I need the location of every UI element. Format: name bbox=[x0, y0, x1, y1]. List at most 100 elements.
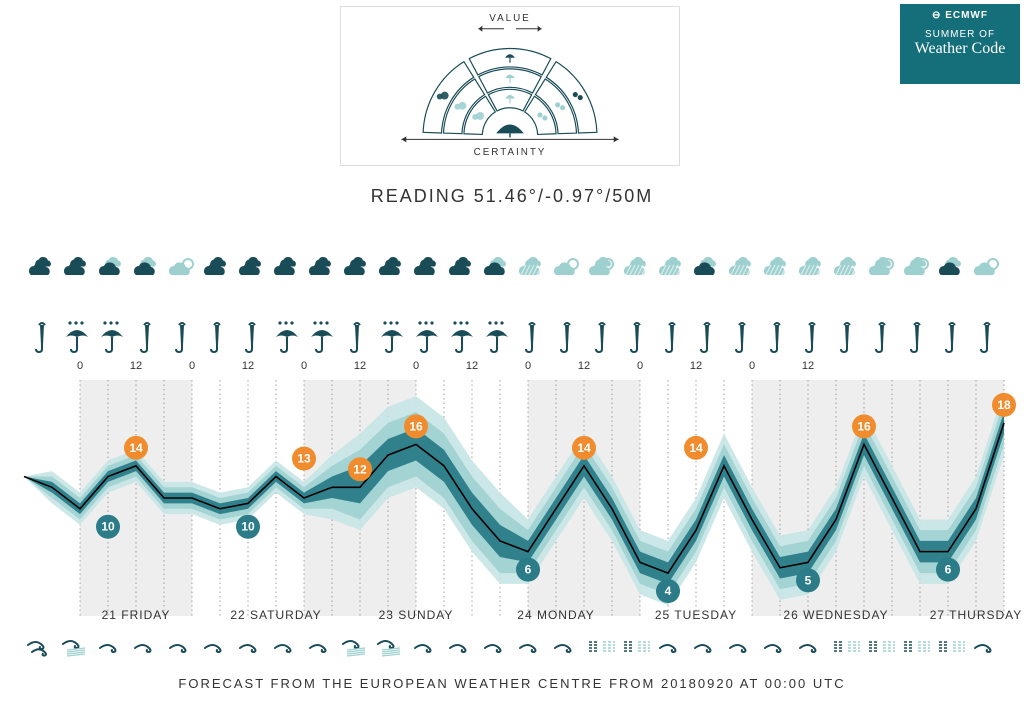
hour-tick: 12 bbox=[802, 360, 814, 372]
umbrella-icon bbox=[584, 318, 619, 354]
cloud-icon bbox=[339, 252, 374, 284]
umbrella-icon bbox=[794, 318, 829, 354]
cloud-icon bbox=[724, 252, 759, 284]
cloud-icon bbox=[689, 252, 724, 284]
day-label: 25 Tuesday bbox=[655, 608, 737, 622]
wind-icon bbox=[794, 630, 829, 660]
umbrella-icon bbox=[59, 318, 94, 354]
svg-text:12: 12 bbox=[353, 462, 367, 476]
wind-icon bbox=[59, 630, 94, 660]
day-label: 24 Monday bbox=[517, 608, 594, 622]
hour-tick: 0 bbox=[77, 360, 83, 372]
precip-icon-row bbox=[24, 318, 1004, 354]
hour-tick: 12 bbox=[130, 360, 142, 372]
ecmwf-badge: ⊖ ECMWF Summer of Weather Code bbox=[900, 4, 1020, 84]
hour-tick: 12 bbox=[578, 360, 590, 372]
wind-icon bbox=[199, 630, 234, 660]
svg-text:18: 18 bbox=[997, 398, 1011, 412]
hour-tick: 12 bbox=[690, 360, 702, 372]
day-label: 22 Saturday bbox=[230, 608, 321, 622]
wind-icon bbox=[689, 630, 724, 660]
hour-tick: 0 bbox=[525, 360, 531, 372]
wind-icon bbox=[94, 630, 129, 660]
wind-icon-row bbox=[24, 630, 1004, 660]
svg-text:10: 10 bbox=[241, 520, 255, 534]
wind-icon bbox=[969, 630, 1004, 660]
cloud-icon bbox=[24, 252, 59, 284]
wind-icon bbox=[129, 630, 164, 660]
svg-text:16: 16 bbox=[857, 419, 871, 433]
cloud-icon bbox=[934, 252, 969, 284]
umbrella-icon bbox=[199, 318, 234, 354]
umbrella-icon bbox=[374, 318, 409, 354]
cloud-icon bbox=[619, 252, 654, 284]
svg-text:14: 14 bbox=[129, 441, 143, 455]
wind-icon bbox=[549, 630, 584, 660]
umbrella-icon bbox=[514, 318, 549, 354]
svg-text:6: 6 bbox=[525, 563, 532, 577]
cloud-icon bbox=[269, 252, 304, 284]
legend-fan: VALUECERTAINTY bbox=[340, 6, 680, 166]
umbrella-icon bbox=[304, 318, 339, 354]
wind-icon bbox=[934, 630, 969, 660]
wind-icon bbox=[899, 630, 934, 660]
umbrella-icon bbox=[444, 318, 479, 354]
umbrella-icon bbox=[339, 318, 374, 354]
day-label: 21 Friday bbox=[102, 608, 171, 622]
location-title: Reading 51.46°/-0.97°/50m bbox=[0, 186, 1024, 207]
cloud-icon bbox=[899, 252, 934, 284]
wind-icon bbox=[234, 630, 269, 660]
cloud-icon bbox=[654, 252, 689, 284]
wind-icon bbox=[654, 630, 689, 660]
svg-text:14: 14 bbox=[689, 441, 703, 455]
umbrella-icon bbox=[269, 318, 304, 354]
umbrella-icon bbox=[164, 318, 199, 354]
cloud-icon bbox=[794, 252, 829, 284]
day-label: 27 Thursday bbox=[930, 608, 1023, 622]
badge-line1: Summer of bbox=[908, 29, 1012, 40]
umbrella-icon bbox=[479, 318, 514, 354]
hour-tick: 0 bbox=[301, 360, 307, 372]
svg-text:10: 10 bbox=[101, 520, 115, 534]
svg-text:6: 6 bbox=[945, 563, 952, 577]
cloud-icon bbox=[479, 252, 514, 284]
svg-text:16: 16 bbox=[409, 419, 423, 433]
umbrella-icon bbox=[94, 318, 129, 354]
umbrella-icon bbox=[24, 318, 59, 354]
cloud-icon bbox=[374, 252, 409, 284]
cloud-icon bbox=[129, 252, 164, 284]
umbrella-icon bbox=[934, 318, 969, 354]
wind-icon bbox=[374, 630, 409, 660]
umbrella-icon bbox=[409, 318, 444, 354]
cloud-icon bbox=[164, 252, 199, 284]
badge-line2: Weather Code bbox=[908, 40, 1012, 58]
wind-icon bbox=[164, 630, 199, 660]
wind-icon bbox=[304, 630, 339, 660]
svg-text:4: 4 bbox=[665, 584, 672, 598]
cloud-icon bbox=[514, 252, 549, 284]
umbrella-icon bbox=[864, 318, 899, 354]
wind-icon bbox=[759, 630, 794, 660]
cloud-icon bbox=[829, 252, 864, 284]
wind-icon bbox=[24, 630, 59, 660]
umbrella-icon bbox=[899, 318, 934, 354]
wind-icon bbox=[619, 630, 654, 660]
svg-text:13: 13 bbox=[297, 452, 311, 466]
cloud-icon bbox=[759, 252, 794, 284]
cloud-icon bbox=[304, 252, 339, 284]
umbrella-icon bbox=[654, 318, 689, 354]
cloud-icon bbox=[59, 252, 94, 284]
hour-tick: 0 bbox=[413, 360, 419, 372]
svg-text:5: 5 bbox=[805, 573, 812, 587]
umbrella-icon bbox=[549, 318, 584, 354]
hour-tick: 0 bbox=[749, 360, 755, 372]
cloud-icon bbox=[864, 252, 899, 284]
wind-icon bbox=[724, 630, 759, 660]
wind-icon bbox=[829, 630, 864, 660]
umbrella-icon bbox=[969, 318, 1004, 354]
wind-icon bbox=[514, 630, 549, 660]
cloud-icon bbox=[94, 252, 129, 284]
day-label: 26 Wednesday bbox=[783, 608, 888, 622]
umbrella-icon bbox=[759, 318, 794, 354]
hour-tick: 0 bbox=[189, 360, 195, 372]
